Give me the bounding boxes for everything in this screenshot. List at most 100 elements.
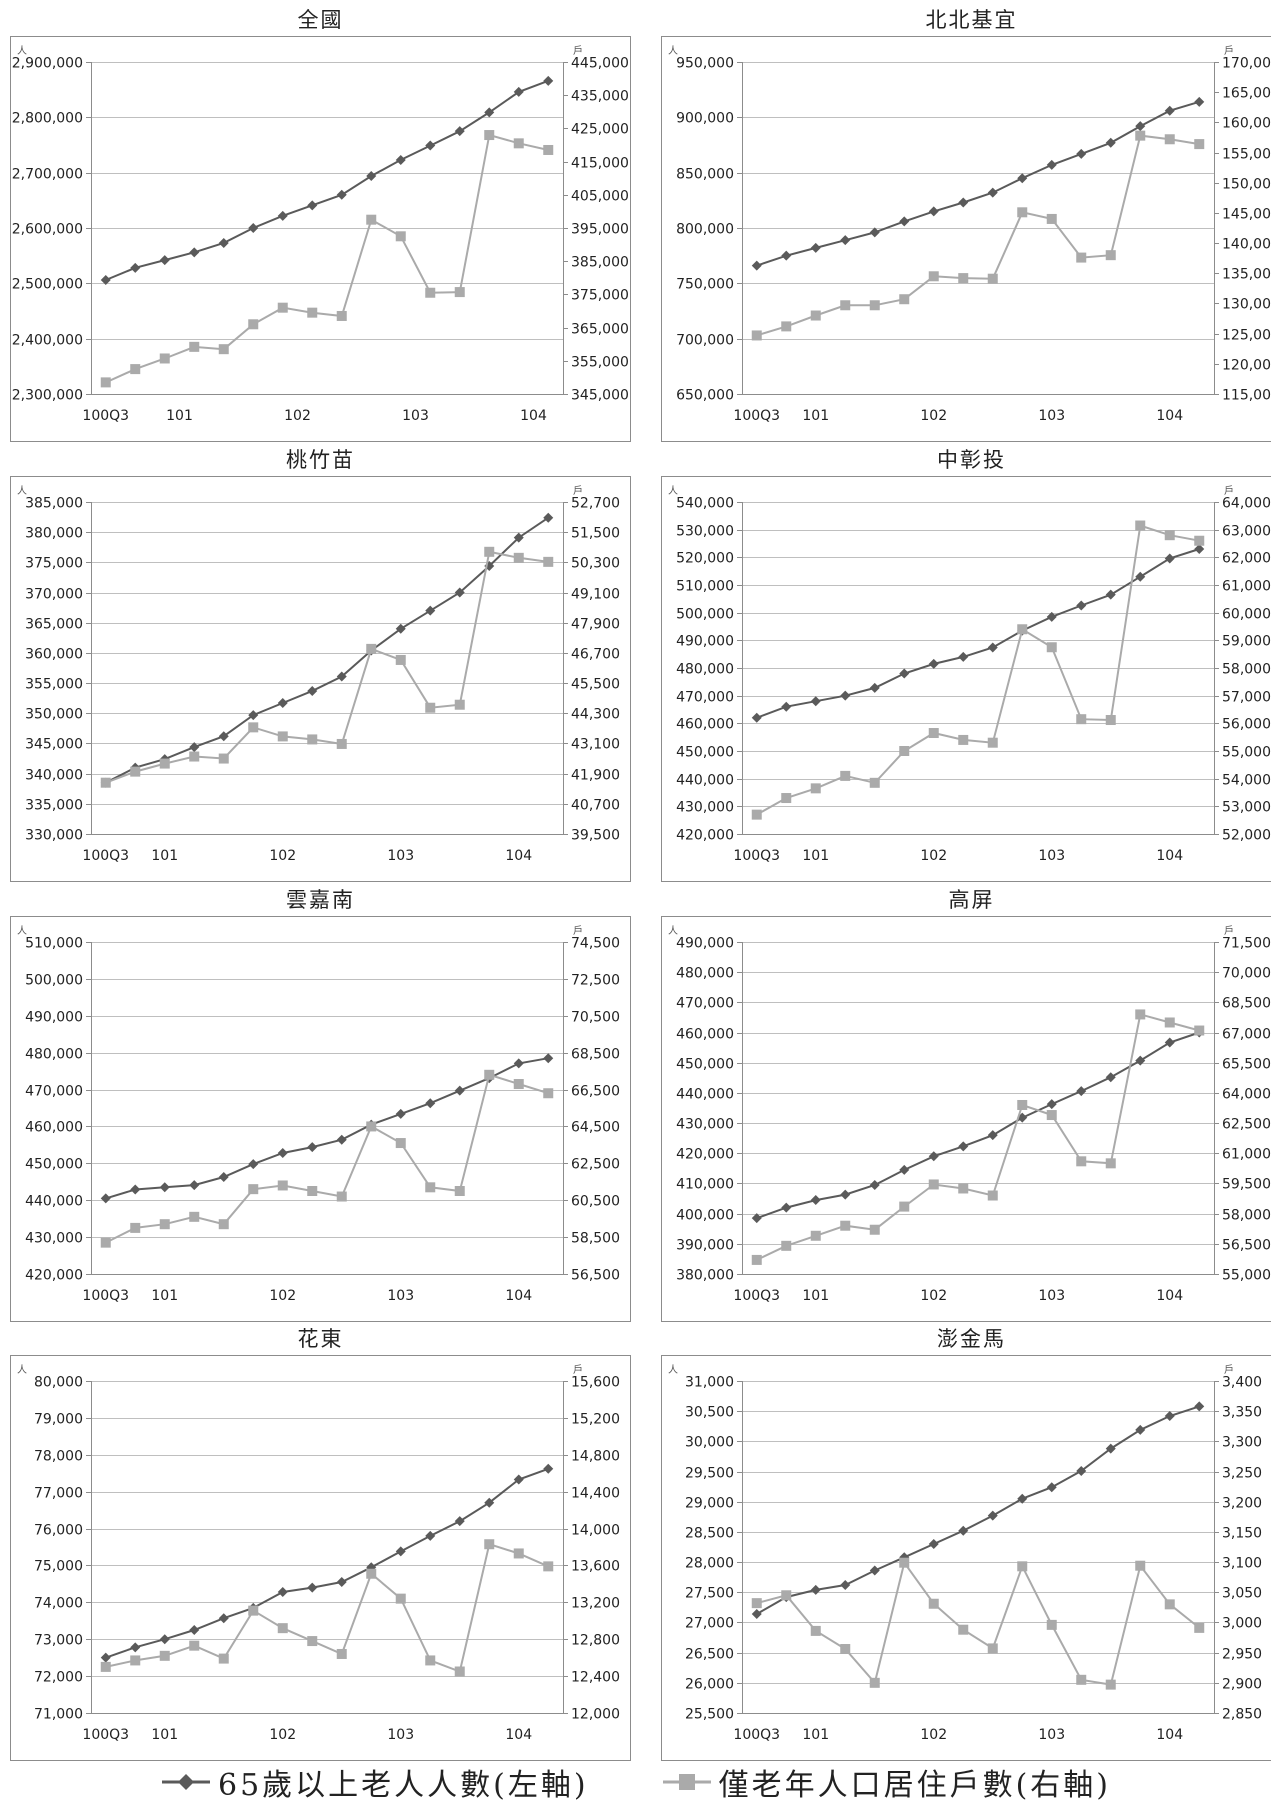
left-tick-label: 410,000	[676, 1177, 734, 1193]
series1-point	[307, 200, 318, 211]
series1-point	[543, 512, 554, 523]
x-tick-label: 101	[151, 848, 178, 864]
series2-point	[781, 793, 792, 804]
right-tick-label: 13,200	[571, 1596, 620, 1612]
left-tick-label: 355,000	[25, 677, 83, 693]
series2-point	[425, 1182, 436, 1193]
series2-point	[1105, 1158, 1116, 1169]
right-tick-label: 50,300	[571, 556, 620, 572]
series2-point	[366, 214, 377, 225]
x-tick-label: 102	[920, 1727, 947, 1743]
series1-point	[1017, 173, 1028, 184]
left-tick-label: 335,000	[25, 798, 83, 814]
right-tick-label: 3,400	[1222, 1375, 1262, 1391]
series2-point	[1194, 139, 1205, 150]
right-axis-unit: 戶	[1224, 485, 1234, 497]
right-tick-label: 12,000	[571, 1707, 620, 1723]
series1-point	[810, 696, 821, 707]
right-tick-label: 45,500	[571, 677, 620, 693]
right-tick-label: 415,000	[571, 156, 629, 172]
legend-marker-series1	[161, 1774, 210, 1790]
left-tick-label: 72,000	[34, 1670, 83, 1686]
x-tick-label: 100Q3	[733, 1727, 780, 1743]
x-tick-label: 100Q3	[733, 848, 780, 864]
right-tick-label: 145,000	[1222, 207, 1271, 223]
x-tick-label: 104	[505, 848, 532, 864]
right-tick-label: 170,000	[1222, 56, 1271, 72]
chart-panel-8: 澎金馬 25,500 26,000 26,500 27,000 27,500 28,000 2…	[657, 1323, 1271, 1763]
left-tick-label: 750,000	[676, 277, 734, 293]
series2-point	[100, 1237, 111, 1248]
series2-point	[810, 1625, 821, 1636]
left-tick-label: 2,700,000	[12, 167, 83, 183]
chart-svg: 71,000 72,000 73,000 74,000 75,000 76,000 77,0…	[10, 1355, 631, 1761]
series2-point	[987, 273, 998, 284]
x-tick-label: 103	[1038, 1727, 1065, 1743]
series1-point	[543, 1463, 554, 1474]
right-tick-label: 140,000	[1222, 237, 1271, 253]
series2-line	[105, 133, 549, 384]
left-tick-label: 25,500	[685, 1707, 734, 1723]
series2-point	[869, 1677, 880, 1688]
series2-point	[899, 746, 910, 756]
series1-point	[425, 1530, 436, 1541]
left-tick-label: 74,000	[34, 1596, 83, 1612]
left-tick-label: 850,000	[676, 167, 734, 183]
legend-marker-series2	[662, 1774, 711, 1790]
series2-point	[395, 1138, 406, 1149]
left-tick-label: 78,000	[34, 1449, 83, 1465]
chart-panel-7: 花東 71,000 72,000 73,000 74,000 75,000 76,000 77…	[6, 1323, 635, 1763]
left-tick-label: 450,000	[25, 1157, 83, 1173]
x-tick-label: 101	[151, 1727, 178, 1743]
right-tick-label: 43,100	[571, 737, 620, 753]
series1-point	[958, 197, 969, 208]
series1-point	[336, 189, 347, 200]
series2-point	[869, 777, 880, 788]
series2-point	[810, 1230, 821, 1241]
series1-point	[395, 623, 406, 634]
right-tick-label: 15,200	[571, 1412, 620, 1428]
series1-point	[840, 690, 851, 701]
series1-point	[751, 1213, 762, 1224]
left-tick-label: 530,000	[676, 524, 734, 540]
series2-point	[751, 1598, 762, 1609]
chart-panel-1: 全國 2,300,000 2,400,000 2,500,000 2,600,000 2,…	[6, 4, 635, 444]
left-tick-label: 500,000	[25, 973, 83, 989]
left-tick-label: 2,400,000	[12, 333, 83, 349]
chart-panel-3: 桃竹苗 330,000 335,000 340,000 345,000 350,000 35…	[6, 444, 635, 884]
right-tick-label: 70,000	[1222, 966, 1271, 982]
series1-point	[366, 1562, 377, 1573]
series2-point	[1046, 642, 1057, 653]
series2-point	[840, 1644, 851, 1655]
left-tick-label: 440,000	[676, 1087, 734, 1103]
chart-frame	[661, 476, 1271, 882]
series2-point	[159, 758, 170, 769]
series2-point	[1164, 1599, 1175, 1610]
right-tick-label: 12,400	[571, 1670, 620, 1686]
chart-title: 北北基宜	[925, 8, 1018, 32]
left-tick-label: 370,000	[25, 587, 83, 603]
series2-point	[928, 271, 939, 282]
series1-line	[756, 1031, 1200, 1220]
x-tick-label: 102	[284, 408, 311, 424]
right-tick-label: 135,000	[1222, 267, 1271, 283]
x-tick-label: 100Q3	[733, 1288, 780, 1304]
series2-point	[395, 1593, 406, 1604]
series2-point	[869, 1224, 880, 1235]
right-tick-label: 46,700	[571, 647, 620, 663]
series2-point	[454, 1666, 465, 1677]
series1-line	[105, 516, 549, 784]
right-tick-label: 385,000	[571, 255, 629, 271]
series1-point	[1046, 1099, 1057, 1110]
series1-point	[987, 1130, 998, 1141]
series2-point	[928, 728, 939, 739]
right-tick-label: 12,800	[571, 1633, 620, 1649]
series2-point	[781, 1590, 792, 1601]
left-tick-label: 75,000	[34, 1559, 83, 1575]
series1-point	[1194, 544, 1205, 555]
chart-panel-5: 雲嘉南 420,000 430,000 440,000 450,000 460,000 47…	[6, 884, 635, 1324]
series2-point	[425, 287, 436, 298]
series1-point	[1076, 148, 1087, 159]
series1-point	[130, 1642, 141, 1653]
x-tick-label: 103	[387, 1727, 414, 1743]
